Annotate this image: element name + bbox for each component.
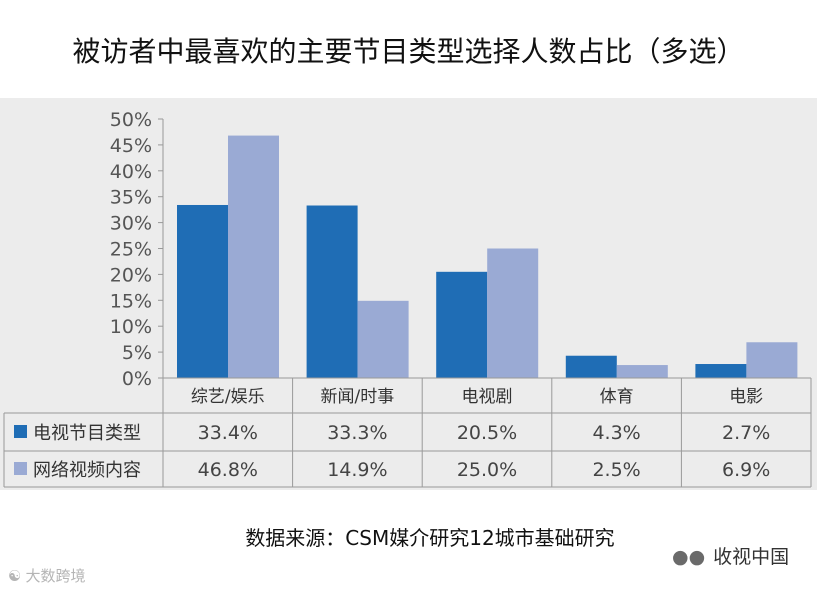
bar-tv-4 [695,364,747,378]
bar-web-4 [746,342,798,378]
x-category-label: 电影 [729,387,763,407]
watermark-left-text: 大数跨境 [25,567,86,585]
y-tick-label: 50% [110,109,152,131]
data-label: 33.4% [198,422,258,444]
data-label: 2.5% [592,459,640,481]
watermark-right-text: 收视中国 [713,546,790,568]
y-tick-label: 25% [110,239,152,261]
data-label: 20.5% [457,422,517,444]
wechat-icon: ●● [672,546,706,568]
bar-chart: 0% 5% 10% 15% 20% 25% 30% 35% 40% 45% 50% 综艺/娱乐 新闻/时… [3,109,812,488]
legend-label-1: 网络视频内容 [33,460,141,481]
bar-tv-2 [436,271,488,378]
x-category-label: 电视剧 [462,387,513,407]
y-tick-label: 30% [110,213,152,235]
x-category-label: 体育 [600,387,634,407]
data-label: 6.9% [722,459,770,481]
y-tick-label: 45% [110,135,152,157]
y-tick-label: 5% [122,342,152,364]
y-tick-label: 15% [110,290,152,312]
chart-panel: 0% 5% 10% 15% 20% 25% 30% 35% 40% 45% 50% 综艺/娱乐 新闻/时… [0,98,817,490]
bar-web-1 [357,300,409,378]
source-note: 数据来源：CSM媒介研究12城市基础研究 [245,526,615,550]
bar-web-2 [487,248,539,378]
watermark-right: ●● 收视中国 [672,542,789,569]
table-body [4,413,811,487]
data-label: 25.0% [457,459,517,481]
y-tick-label: 40% [110,161,152,183]
data-label: 46.8% [198,459,258,481]
data-label: 4.3% [592,422,640,444]
data-label: 2.7% [722,422,770,444]
bar-tv-3 [565,355,617,378]
watermark-left: ☯ 大数跨境 [8,565,85,586]
y-tick-label: 10% [110,316,152,338]
legend-swatch-0 [14,425,27,438]
bar-tv-0 [177,204,228,378]
data-label: 14.9% [327,459,387,481]
legend-swatch-1 [14,462,27,475]
y-tick-label: 35% [110,187,152,209]
sina-weibo-logo: ☯ [8,567,22,585]
x-category-label: 综艺/娱乐 [191,387,265,407]
data-label: 33.3% [327,422,387,444]
y-tick-label: 0% [122,368,152,390]
legend-label-0: 电视节目类型 [33,423,141,444]
chart-title: 被访者中最喜欢的主要节目类型选择人数占比（多选） [72,35,745,68]
x-category-label: 新闻/时事 [321,387,395,407]
y-tick-label: 20% [110,264,152,286]
bar-tv-1 [306,205,358,378]
bar-web-3 [616,365,668,378]
bar-web-0 [228,135,279,378]
